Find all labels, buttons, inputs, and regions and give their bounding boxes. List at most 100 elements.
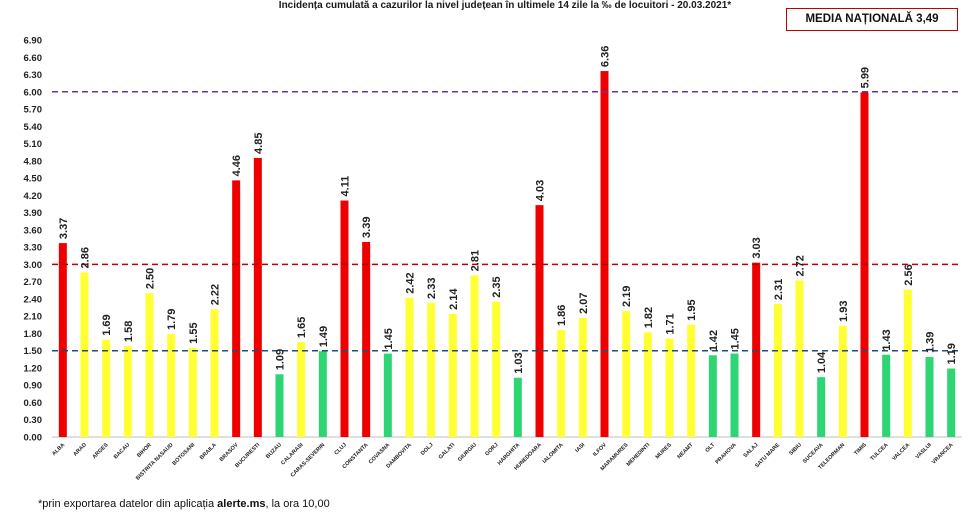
data-label: 4.11 xyxy=(340,176,352,197)
data-label: 1.82 xyxy=(643,307,655,328)
bar xyxy=(340,200,349,437)
bar xyxy=(773,304,782,437)
bar xyxy=(405,297,414,437)
data-label: 1.55 xyxy=(188,322,200,343)
bar xyxy=(600,71,609,437)
bar xyxy=(427,302,436,437)
data-label: 6.36 xyxy=(600,46,612,67)
y-tick-label: 5.40 xyxy=(24,122,43,133)
y-tick-label: 3.00 xyxy=(24,260,43,271)
y-tick-label: 1.80 xyxy=(24,329,43,340)
data-label: 2.81 xyxy=(470,250,482,271)
bar xyxy=(557,329,566,437)
bar xyxy=(817,377,826,437)
category-label: ARGES xyxy=(92,442,110,460)
footnote-suffix: , la ora 10,00 xyxy=(265,498,330,510)
y-tick-label: 0.60 xyxy=(24,398,43,409)
bar xyxy=(80,272,89,437)
category-label: ILFOV xyxy=(592,442,608,458)
y-tick-label: 0.90 xyxy=(24,381,43,392)
footnote-app-name: alerte.ms xyxy=(217,498,266,510)
y-tick-label: 4.20 xyxy=(24,191,43,202)
y-tick-label: 2.70 xyxy=(24,277,43,288)
data-label: 2.42 xyxy=(405,272,417,293)
data-label: 1.86 xyxy=(556,305,568,326)
y-tick-label: 6.00 xyxy=(24,87,43,98)
data-label: 1.19 xyxy=(946,343,958,364)
data-label: 3.03 xyxy=(751,237,763,258)
y-tick-label: 3.90 xyxy=(24,208,43,219)
data-label: 4.03 xyxy=(535,180,547,201)
data-label: 2.19 xyxy=(621,286,633,307)
bar xyxy=(795,280,804,437)
y-tick-label: 6.90 xyxy=(24,36,43,47)
bar xyxy=(925,357,934,437)
data-label: 3.39 xyxy=(361,217,373,238)
chart-title: Incidența cumulată a cazurilor la nivel … xyxy=(278,0,732,11)
data-label: 4.46 xyxy=(231,155,243,176)
bar xyxy=(838,325,847,437)
data-label: 2.07 xyxy=(578,292,590,313)
category-label: VASLUI xyxy=(915,442,934,461)
data-label: 1.39 xyxy=(925,332,937,353)
bar xyxy=(687,324,696,437)
category-label: MURES xyxy=(655,442,674,461)
data-label: 2.72 xyxy=(795,255,807,276)
bar xyxy=(448,313,457,437)
category-label: DOLJ xyxy=(420,442,435,457)
data-label: 1.79 xyxy=(166,309,178,330)
data-label: 4.85 xyxy=(253,133,265,154)
bar xyxy=(470,275,479,437)
data-label: 1.45 xyxy=(730,328,742,349)
bar xyxy=(665,338,674,437)
data-label: 5.99 xyxy=(860,67,872,88)
y-tick-label: 3.30 xyxy=(24,243,43,254)
y-tick-label: 5.70 xyxy=(24,105,43,116)
bar xyxy=(730,353,739,437)
category-label: BACAU xyxy=(113,442,131,460)
data-label: 2.86 xyxy=(80,247,92,268)
y-tick-label: 0.30 xyxy=(24,415,43,426)
category-label: SALAJ xyxy=(743,442,760,459)
bar xyxy=(383,353,392,437)
bar xyxy=(145,293,154,437)
bar xyxy=(123,346,132,437)
bar xyxy=(102,339,111,437)
y-tick-label: 6.60 xyxy=(24,53,43,64)
y-tick-label: 4.80 xyxy=(24,156,43,167)
category-label: SIBIU xyxy=(788,442,803,457)
category-label: BOTOSANI xyxy=(172,442,197,467)
data-label: 2.56 xyxy=(903,264,915,285)
category-label: BIHOR xyxy=(136,442,153,459)
bar xyxy=(210,309,219,437)
y-tick-label: 0.00 xyxy=(24,433,43,444)
bar xyxy=(167,334,176,437)
bar xyxy=(643,332,652,437)
data-label: 1.04 xyxy=(816,351,828,373)
category-label: ARAD xyxy=(72,442,87,457)
bar xyxy=(297,342,306,437)
bar xyxy=(578,317,587,437)
y-tick-label: 4.50 xyxy=(24,174,43,185)
footnote: *prin exportarea datelor din aplicația a… xyxy=(38,498,330,510)
data-label: 2.33 xyxy=(426,278,438,299)
category-label: VRANCEA xyxy=(931,442,954,465)
category-label: PRAHOVA xyxy=(715,442,738,465)
bar xyxy=(708,355,717,437)
national-average-badge: MEDIA NAȚIONALĂ 3,49 xyxy=(786,8,958,31)
bar xyxy=(253,157,262,437)
bar xyxy=(492,301,501,437)
category-label: TULCEA xyxy=(870,442,890,462)
category-label: TIMIS xyxy=(853,442,868,457)
bar xyxy=(362,241,371,437)
category-label: GORJ xyxy=(484,442,499,457)
y-tick-label: 6.30 xyxy=(24,70,43,81)
y-tick-label: 2.40 xyxy=(24,294,43,305)
bar xyxy=(275,374,284,437)
y-tick-label: 3.60 xyxy=(24,225,43,236)
data-label: 3.37 xyxy=(58,218,70,239)
bar xyxy=(513,377,522,437)
data-label: 1.58 xyxy=(123,321,135,342)
data-label: 2.14 xyxy=(448,288,460,310)
